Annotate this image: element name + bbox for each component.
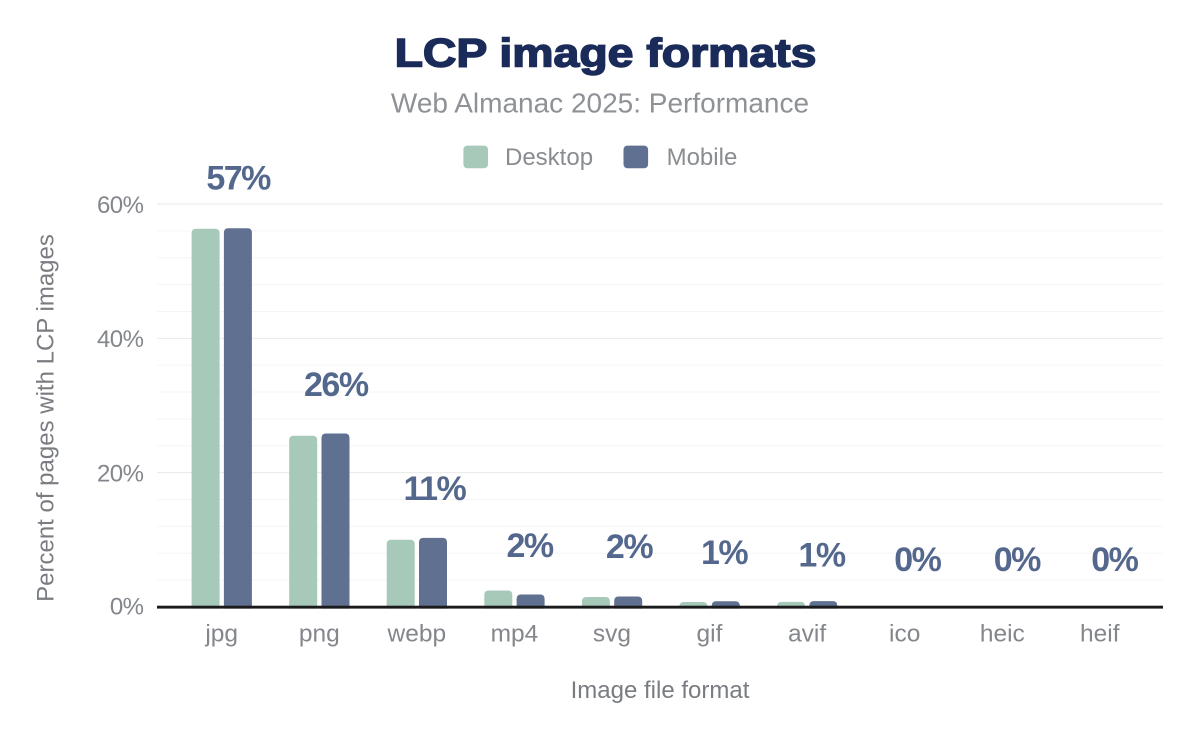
svg-text:Image file format: Image file format [571,677,750,704]
svg-text:avif: avif [788,620,826,647]
svg-text:heif: heif [1080,620,1120,647]
svg-text:webp: webp [387,620,447,647]
svg-text:mp4: mp4 [491,620,539,647]
svg-text:LCP image formats: LCP image formats [395,31,817,75]
svg-text:2%: 2% [606,528,653,566]
svg-text:heic: heic [980,620,1025,647]
svg-text:11%: 11% [404,470,467,508]
svg-text:60%: 60% [97,192,144,219]
svg-text:ico: ico [889,620,920,647]
svg-text:0%: 0% [1091,541,1138,579]
svg-text:svg: svg [593,620,631,647]
svg-text:2%: 2% [507,527,554,565]
svg-text:1%: 1% [701,534,748,572]
svg-text:jpg: jpg [204,620,238,647]
svg-text:Mobile: Mobile [667,144,738,171]
svg-text:png: png [299,620,340,647]
svg-text:1%: 1% [798,536,845,574]
svg-text:26%: 26% [304,366,369,404]
svg-text:Desktop: Desktop [505,144,593,171]
svg-text:Percent of pages with LCP imag: Percent of pages with LCP images [33,234,60,602]
svg-text:Web Almanac 2025: Performance: Web Almanac 2025: Performance [391,88,809,119]
svg-text:57%: 57% [206,159,271,197]
svg-text:0%: 0% [110,594,144,621]
svg-text:20%: 20% [97,460,144,487]
svg-text:40%: 40% [97,326,144,353]
svg-text:0%: 0% [894,541,941,579]
svg-text:0%: 0% [994,541,1041,579]
svg-text:gif: gif [697,620,723,647]
